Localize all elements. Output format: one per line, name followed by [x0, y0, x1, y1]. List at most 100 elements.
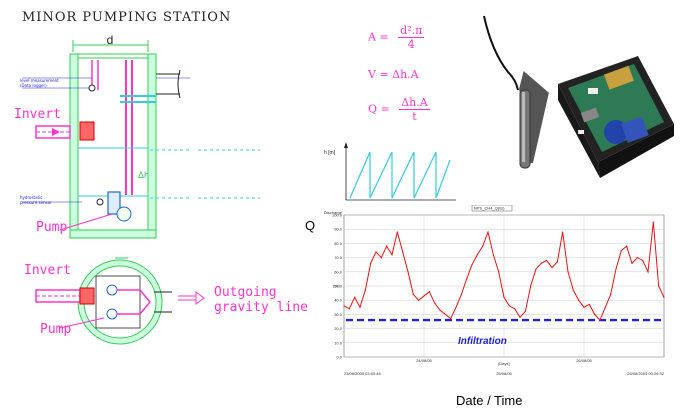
discharge-point [647, 271, 649, 273]
chart-y-tick-label: 10.0 [334, 340, 343, 345]
plan-view [35, 257, 172, 345]
discharge-point [610, 293, 612, 296]
outgoing-arrow [178, 291, 205, 305]
instrument-leaders [22, 77, 190, 206]
station-walls [69, 53, 181, 239]
discharge-point [540, 262, 542, 264]
discharge-point [556, 261, 558, 263]
discharge-point [482, 245, 484, 247]
width-dimension: d [72, 33, 149, 52]
chart-xlabel: (Days) [498, 361, 510, 366]
level-sawtooth-graph: h [m] [324, 142, 456, 201]
discharge-point [594, 313, 596, 315]
chart-q-label: Q [305, 218, 316, 233]
svg-text:Δh: Δh [138, 170, 149, 180]
sawtooth-line [349, 151, 451, 199]
infiltration-label: Infiltration [458, 336, 507, 347]
formulas-block: A = d².π 4 V = Δh.A Q = Δh.A t [360, 22, 470, 142]
discharge-chart: Discharge NPS_CH4_Q(l/s) 0.0 10.0 20.0 30.0… [324, 205, 665, 376]
discharge-point [375, 251, 377, 253]
discharge-point [455, 306, 457, 308]
chart-legend-entry: NPS_CH4_Q(l/s) [474, 206, 505, 211]
outgoing-gravity-line-label: Outgoing gravity line [214, 285, 308, 315]
discharge-point [487, 231, 489, 233]
flow-denominator: t [412, 110, 417, 123]
pumping-station-drawing: d Δh [22, 33, 260, 345]
discharge-point [588, 303, 590, 306]
pump-section [59, 191, 132, 231]
discharge-point [460, 293, 462, 296]
area-formula: A = d².π 4 [368, 24, 425, 51]
chart-title: Discharge [324, 210, 343, 215]
chart-y-tick-label: 40.0 [334, 298, 343, 303]
discharge-point [418, 299, 420, 301]
discharge-point [663, 296, 665, 298]
chart-y-tick-label: 20.0 [334, 326, 343, 331]
sawtooth-ylabel: h [m] [324, 150, 336, 156]
area-numerator: d².π [398, 24, 425, 38]
x-axis-caption: Date / Time [456, 393, 523, 408]
discharge-point [524, 310, 526, 313]
discharge-point [348, 308, 350, 310]
invert-label-bottom: Invert [24, 263, 71, 278]
chart-x-ticks: 23/08/2005 03:00:46 24/08/05 25/08/05 26/08… [344, 358, 665, 376]
discharge-point [444, 313, 446, 315]
invert-label-top: Invert [14, 107, 61, 122]
discharge-point [508, 305, 510, 307]
chart-y-tick-label: 90.0 [334, 227, 343, 232]
chart-y-tick-label: 50.0 [334, 284, 343, 289]
chart-y-ticks: 0.0 10.0 20.0 30.0 40.0 50.0 60.0 70.0 80.0 90.0 1… [332, 213, 343, 360]
discharge-point [626, 245, 628, 247]
pressure-sensor-photo [483, 15, 674, 178]
area-lhs: A = [368, 30, 389, 44]
discharge-point [572, 289, 574, 291]
discharge-point [636, 257, 638, 259]
discharge-point [599, 319, 601, 321]
chart-ylabel: (l/s) [333, 283, 340, 288]
discharge-point [620, 249, 622, 252]
pressure-sensor-label: hydrostatic pressure sensor [20, 195, 52, 205]
discharge-point [503, 296, 505, 298]
discharge-point [391, 254, 393, 256]
discharge-point [380, 257, 382, 259]
chart-y-tick-label: 60.0 [334, 269, 343, 274]
discharge-point [652, 221, 654, 223]
pump-label-bottom: Pump [40, 322, 72, 337]
discharge-point [423, 295, 425, 297]
discharge-point [364, 289, 366, 291]
discharge-point [396, 231, 398, 233]
chart-y-tick-label: 80.0 [334, 241, 343, 246]
discharge-point [642, 259, 644, 262]
discharge-point [428, 291, 430, 293]
discharge-point [492, 254, 494, 256]
discharge-point [354, 296, 356, 298]
volume-formula: V = Δh.A [368, 68, 419, 81]
discharge-point [514, 308, 516, 310]
discharge-point [439, 309, 441, 311]
chart-x-tick-label: 23/08/2005 03:00:46 [344, 371, 381, 376]
discharge-point [471, 264, 473, 266]
discharge-point [466, 278, 468, 280]
discharge-point [370, 262, 372, 264]
discharge-point [546, 259, 548, 262]
discharge-point [535, 268, 537, 270]
chart-x-tick-label: 24/08/05 [416, 358, 432, 363]
chart-y-tick-label: 30.0 [334, 312, 343, 317]
discharge-point [567, 271, 569, 273]
discharge-point [562, 231, 564, 233]
chart-x-tick-label: 25/08/05 [496, 371, 512, 376]
area-denominator: 4 [407, 38, 415, 51]
discharge-point [343, 305, 345, 307]
discharge-point [615, 268, 617, 270]
discharge-point [658, 285, 660, 287]
pump-label-top: Pump [36, 220, 68, 235]
chart-x-tick-label: 26/08/05 [576, 358, 592, 363]
chart-y-tick-label: 70.0 [334, 255, 343, 260]
discharge-point [551, 266, 553, 269]
chart-grid [344, 214, 664, 358]
dimension-d-label: d [107, 33, 114, 47]
discharge-point [412, 293, 414, 296]
level-measurement-label: level measurement (Data logger) [20, 78, 59, 88]
discharge-point [476, 254, 478, 256]
discharge-point [498, 271, 500, 273]
